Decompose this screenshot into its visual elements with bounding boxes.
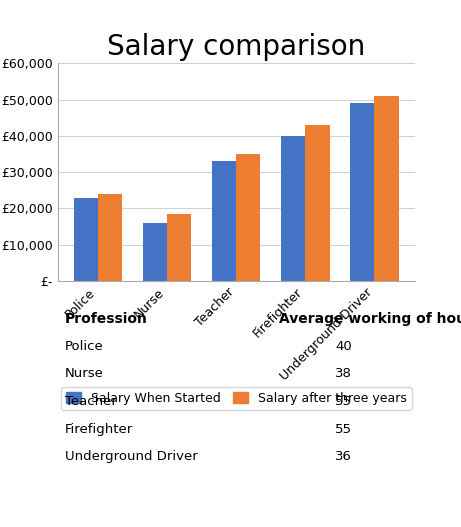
Title: Salary comparison: Salary comparison (107, 33, 366, 61)
Bar (305, 125, 330, 281)
Bar (236, 154, 260, 281)
Text: Profession: Profession (65, 313, 148, 326)
Bar (374, 96, 399, 281)
Text: 38: 38 (335, 367, 352, 380)
Bar (98, 194, 122, 281)
Text: Firefighter: Firefighter (65, 423, 133, 436)
Text: Underground Driver: Underground Driver (65, 451, 197, 463)
Text: 40: 40 (335, 340, 352, 353)
Text: Teacher: Teacher (65, 395, 117, 408)
Bar (143, 223, 167, 281)
Bar (212, 161, 236, 281)
Legend: Salary When Started, Salary after three years: Salary When Started, Salary after three … (61, 387, 412, 409)
Text: Average working of hours per week: Average working of hours per week (279, 313, 461, 326)
Text: 55: 55 (335, 395, 352, 408)
Bar (167, 214, 191, 281)
Bar (74, 198, 98, 281)
Text: 36: 36 (335, 451, 352, 463)
Bar (350, 103, 374, 281)
Bar (281, 136, 305, 281)
Text: Nurse: Nurse (65, 367, 104, 380)
Text: Police: Police (65, 340, 104, 353)
Text: 55: 55 (335, 423, 352, 436)
